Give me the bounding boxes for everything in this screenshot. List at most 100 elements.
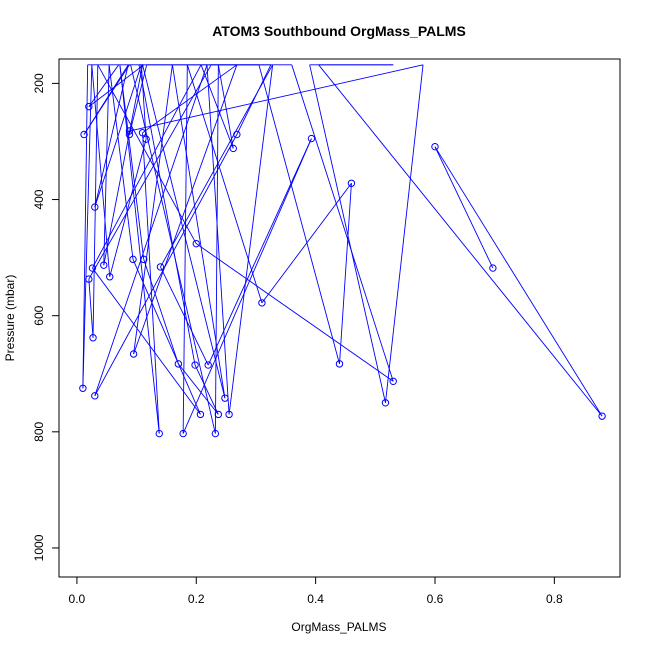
series-segment <box>133 64 238 355</box>
series-segment <box>138 64 196 366</box>
data-point <box>138 129 147 137</box>
x-tick-label: 0.0 <box>69 592 86 606</box>
series-segment <box>142 64 238 134</box>
data-point <box>335 360 344 368</box>
series-segment <box>140 64 147 140</box>
data-point <box>229 144 237 153</box>
series-segment <box>258 64 340 364</box>
data-point <box>347 179 356 187</box>
y-tick-label: 1000 <box>32 534 46 561</box>
series-segment <box>88 279 94 338</box>
data-point <box>129 255 137 264</box>
data-point <box>85 275 93 283</box>
data-point <box>225 410 233 419</box>
data-point <box>214 410 223 419</box>
series-segment <box>434 146 494 269</box>
series-segment <box>214 64 219 434</box>
data-point <box>191 361 199 369</box>
x-tick-label: 0.4 <box>307 592 324 606</box>
series-layer <box>79 64 606 438</box>
series-segment <box>82 64 89 389</box>
chart-title: ATOM3 Southbound OrgMass_PALMS <box>212 23 466 39</box>
series-segment <box>309 64 386 403</box>
series-segment <box>160 64 274 268</box>
data-point <box>211 429 220 438</box>
data-point <box>80 130 88 139</box>
data-point <box>88 264 97 272</box>
series-segment <box>291 64 394 382</box>
x-axis-label: OrgMass_PALMS <box>291 620 386 634</box>
data-point <box>389 377 397 385</box>
x-tick-label: 0.6 <box>427 592 444 606</box>
series-segment <box>178 363 219 415</box>
x-axis: 0.0 0.2 0.4 0.6 0.8 <box>69 576 563 606</box>
data-point <box>106 273 114 281</box>
data-point <box>192 239 200 248</box>
series-segment <box>143 259 179 365</box>
data-point <box>125 130 134 139</box>
data-point <box>233 130 241 139</box>
series-segment <box>108 64 134 260</box>
y-tick-label: 600 <box>32 305 46 325</box>
series-segment <box>182 138 312 434</box>
x-tick-label: 0.8 <box>546 592 563 606</box>
series-segment <box>88 64 212 280</box>
series-segment <box>88 64 120 107</box>
series-segment <box>182 64 188 434</box>
series-segment <box>206 64 230 415</box>
series-segment <box>132 259 201 415</box>
series-segment <box>196 243 394 382</box>
data-point <box>179 429 187 438</box>
y-tick-label: 800 <box>32 421 46 441</box>
series-segment <box>318 64 603 417</box>
series-segment <box>194 364 219 415</box>
data-point <box>142 135 150 143</box>
series-segment <box>119 64 160 434</box>
data-point <box>598 412 606 420</box>
series-segment <box>82 64 93 389</box>
series-segment <box>142 132 160 434</box>
series-segment <box>97 64 197 244</box>
series-segment <box>385 64 424 403</box>
data-point <box>91 203 99 211</box>
data-point <box>489 264 497 272</box>
data-point <box>125 127 134 135</box>
data-point <box>89 334 97 342</box>
series-segment <box>92 64 202 269</box>
series-segment <box>207 138 312 366</box>
data-point <box>204 361 212 369</box>
data-point <box>85 102 93 111</box>
series-segment <box>217 64 234 149</box>
data-point <box>79 384 87 392</box>
series-segment <box>103 64 110 266</box>
data-point <box>431 142 439 151</box>
y-axis: 200 400 600 800 1000 <box>32 73 60 561</box>
series-segment <box>228 64 274 415</box>
series-segment <box>200 64 234 149</box>
series-segment <box>133 64 173 355</box>
series-segment <box>236 64 272 135</box>
series-segment <box>103 64 143 266</box>
data-point <box>221 394 229 402</box>
series-segment <box>171 64 226 399</box>
series-segment <box>94 134 238 397</box>
data-point <box>381 399 390 407</box>
series-segment <box>186 64 263 304</box>
series-segment <box>128 64 148 135</box>
data-point <box>196 410 205 419</box>
data-point <box>258 299 266 307</box>
data-point <box>100 261 108 269</box>
data-point <box>156 263 165 271</box>
data-point <box>307 134 316 143</box>
series-segment <box>129 64 424 132</box>
series-segment <box>434 146 603 417</box>
data-point <box>129 350 138 358</box>
y-axis-label: Pressure (mbar) <box>3 275 17 362</box>
data-point <box>91 392 99 400</box>
series-segment <box>339 183 352 364</box>
y-tick-label: 400 <box>32 189 46 209</box>
series-segment <box>94 64 208 396</box>
data-point <box>155 429 163 438</box>
y-tick-label: 200 <box>32 73 46 93</box>
